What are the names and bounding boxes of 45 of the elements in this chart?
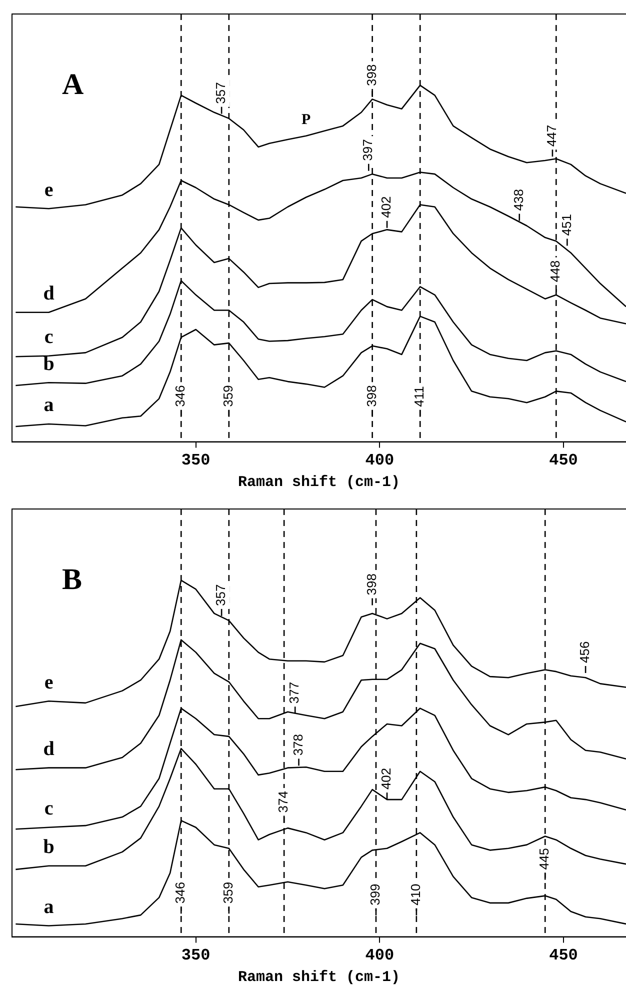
annotation: 411 [412, 386, 427, 407]
annotation: 448 [548, 260, 563, 282]
series-label: c [44, 798, 54, 820]
annotation: 399 [368, 884, 383, 906]
annotation: 456 [577, 641, 592, 663]
annotation: 346 [172, 385, 188, 407]
annotation: 451 [558, 214, 574, 236]
x-tick-label: 350 [181, 946, 210, 964]
series-label: b [43, 836, 54, 858]
annotation: 377 [286, 682, 302, 704]
x-tick-label: 400 [365, 946, 394, 964]
annotation: 359 [220, 385, 236, 407]
series-label: d [43, 738, 54, 760]
x-axis-title: Raman shift (cm-1) [238, 968, 400, 986]
annotation: 398 [364, 385, 379, 407]
series-label: d [43, 282, 54, 305]
annotation: 397 [360, 139, 376, 161]
series-label: c [44, 326, 54, 348]
series-label: a [44, 896, 54, 918]
series-label: a [44, 394, 54, 416]
x-tick-label: 400 [365, 451, 394, 470]
annotation: 447 [544, 124, 560, 147]
series-label: e [44, 178, 54, 201]
chart-title: B [62, 562, 82, 596]
annotation: 402 [378, 196, 394, 218]
x-tick-label: 450 [549, 451, 578, 470]
annotation: 357 [213, 584, 228, 606]
annotation: 346 [172, 882, 188, 904]
annotation: 378 [290, 734, 306, 756]
annotation: 398 [364, 574, 379, 596]
series-label: e [44, 671, 54, 694]
chart-title: A [62, 68, 84, 101]
x-tick-label: 350 [181, 451, 210, 470]
annotation: 438 [510, 189, 526, 211]
annotation: P [302, 112, 311, 128]
annotation: 445 [536, 848, 552, 870]
series-label: b [43, 352, 54, 375]
annotation: 402 [378, 768, 394, 790]
annotation: 357 [213, 82, 228, 104]
annotation: 398 [364, 64, 379, 86]
annotation: 359 [220, 882, 236, 904]
x-axis-title: Raman shift (cm-1) [238, 474, 400, 491]
annotation: 374 [276, 791, 291, 813]
x-tick-label: 450 [549, 946, 578, 964]
annotation: 410 [408, 884, 424, 906]
